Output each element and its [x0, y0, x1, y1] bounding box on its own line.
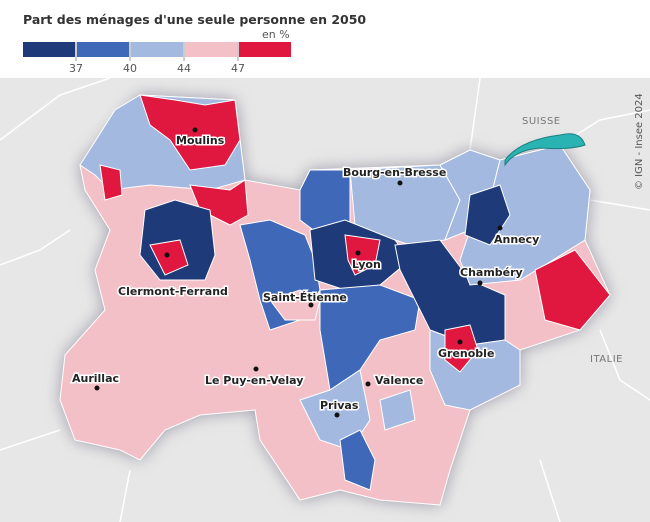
legend-swatch: [239, 42, 291, 57]
legend-swatch: [23, 42, 75, 57]
territory: [379, 389, 416, 431]
territory: [299, 369, 371, 451]
header: [0, 0, 650, 78]
city-label: Grenoble: [438, 347, 494, 360]
legend-tick-label: 44: [177, 62, 191, 75]
territory: [444, 324, 479, 373]
territory: [344, 234, 381, 276]
territories: [59, 94, 611, 506]
city-label: Aurillac: [72, 372, 119, 385]
legend-swatch: [131, 42, 183, 57]
city-label: Privas: [320, 399, 359, 412]
country-label: SUISSE: [522, 116, 561, 127]
legend-tick-label: 37: [69, 62, 83, 75]
legend-swatch: [77, 42, 129, 57]
title: Part des ménages d'une seule personne en…: [23, 12, 366, 27]
city-label: Le Puy-en-Velay: [205, 374, 303, 387]
city-label: Lyon: [352, 258, 381, 271]
city-label: Bourg-en-Bresse: [343, 166, 446, 179]
city-label: Saint-Étienne: [263, 291, 347, 304]
legend: 37 40 44 47: [23, 42, 291, 75]
city-label: Chambéry: [460, 266, 523, 279]
city-label: Clermont-Ferrand: [118, 285, 228, 298]
territory: [99, 164, 123, 201]
territory: [319, 284, 421, 391]
borders: [0, 77, 650, 522]
territory: [139, 94, 241, 171]
territory: [534, 249, 611, 331]
credit: © IGN - Insee 2024: [634, 93, 645, 190]
legend-tick-label: 47: [231, 62, 245, 75]
city-label: Valence: [375, 374, 423, 387]
territory: [339, 429, 376, 491]
city-labels: Moulins Bourg-en-Bresse Annecy Clermont-…: [71, 133, 541, 414]
legend-tick-label: 40: [123, 62, 137, 75]
city-label: Annecy: [494, 233, 539, 246]
territory: [269, 289, 321, 321]
city-dots: [94, 127, 503, 418]
legend-unit: en %: [262, 28, 290, 41]
legend-swatch: [185, 42, 237, 57]
country-label: ITALIE: [590, 354, 623, 365]
territory: [149, 239, 189, 276]
city-label: Moulins: [176, 134, 225, 147]
lake: [504, 133, 586, 167]
